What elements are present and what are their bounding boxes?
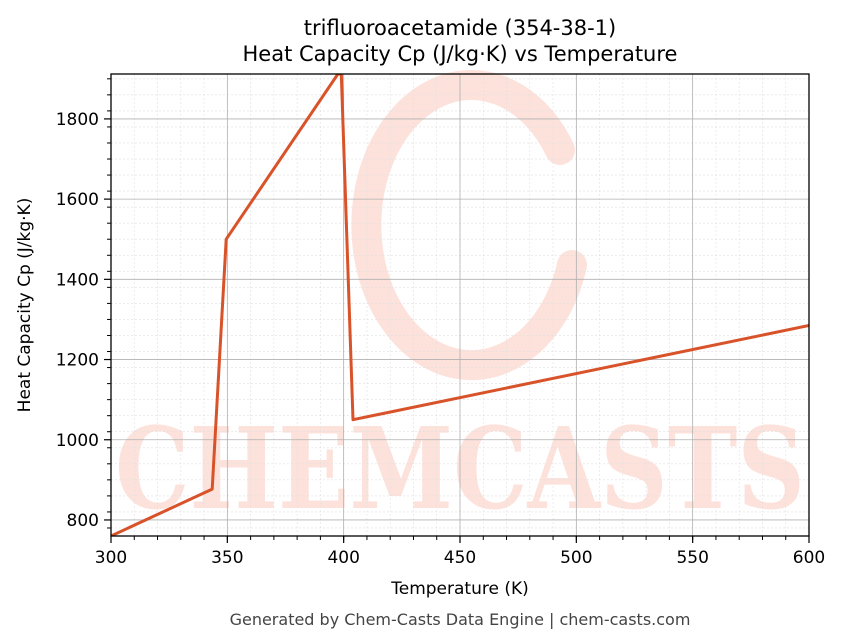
y-tick-label: 800 (67, 511, 99, 531)
watermark-swirl (351, 70, 587, 380)
y-tick-label: 1200 (56, 351, 99, 371)
x-tick-label: 450 (444, 548, 476, 568)
x-tick-label: 550 (676, 548, 708, 568)
chart-subtitle: Heat Capacity Cp (J/kg·K) vs Temperature (243, 42, 678, 66)
x-tick-label: 300 (95, 548, 127, 568)
x-tick-label: 400 (327, 548, 359, 568)
chart-title: trifluoroacetamide (354-38-1) (304, 16, 616, 40)
y-axis-label: Heat Capacity Cp (J/kg·K) (15, 198, 35, 413)
y-tick-label: 1400 (56, 270, 99, 290)
x-tick-label: 600 (793, 548, 825, 568)
footer-credit: Generated by Chem-Casts Data Engine | ch… (230, 610, 691, 629)
y-tick-label: 1600 (56, 190, 99, 210)
x-tick-label: 350 (211, 548, 243, 568)
x-tick-label: 500 (560, 548, 592, 568)
series-line-cp (111, 74, 809, 536)
series-layer (111, 74, 809, 536)
y-tick-label: 1000 (56, 431, 99, 451)
y-tick-label: 1800 (56, 110, 99, 130)
y-axis-ticks: 800 1000 1200 1400 1600 1800 (56, 78, 111, 531)
x-axis-ticks: 300 350 400 450 500 550 600 (95, 536, 825, 568)
x-axis-label: Temperature (K) (390, 579, 529, 599)
